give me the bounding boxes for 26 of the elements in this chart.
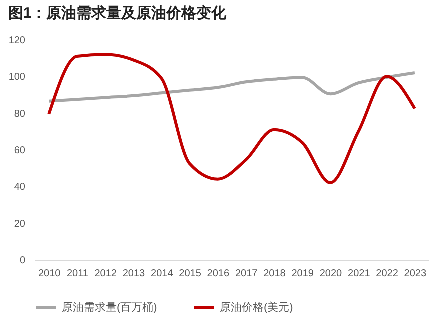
line-series <box>48 53 416 184</box>
y-tick-label: 60 <box>14 146 26 156</box>
line-series <box>48 72 416 103</box>
y-tick-label: 120 <box>8 36 26 46</box>
x-tick-label: 2012 <box>94 268 118 280</box>
x-tick-label: 2015 <box>179 268 202 280</box>
x-tick-label: 2014 <box>151 268 174 280</box>
x-tick-label: 2010 <box>38 268 62 280</box>
x-tick-label: 2011 <box>66 268 89 280</box>
x-tick-label: 2013 <box>122 268 146 280</box>
x-tick-label: 2023 <box>404 268 427 280</box>
y-tick-label: 100 <box>8 72 26 84</box>
x-tick-label: 2016 <box>207 268 230 280</box>
y-tick-label: 0 <box>20 256 26 266</box>
y-tick-label: 80 <box>14 108 26 120</box>
x-tick-label: 2018 <box>264 268 286 280</box>
y-tick-label: 40 <box>14 182 26 194</box>
legend-label: 原油需求量(百万桶) <box>62 300 158 314</box>
x-tick-label: 2020 <box>320 268 343 280</box>
chart-title: 图1：原油需求量及原油价格变化 <box>8 4 228 22</box>
legend-label: 原油价格(美元) <box>220 300 294 314</box>
y-tick-label: 20 <box>14 218 26 230</box>
x-tick-label: 2022 <box>376 268 399 280</box>
x-tick-label: 2019 <box>292 268 314 280</box>
x-tick-label: 2017 <box>235 268 258 280</box>
x-tick-label: 2021 <box>348 268 371 280</box>
